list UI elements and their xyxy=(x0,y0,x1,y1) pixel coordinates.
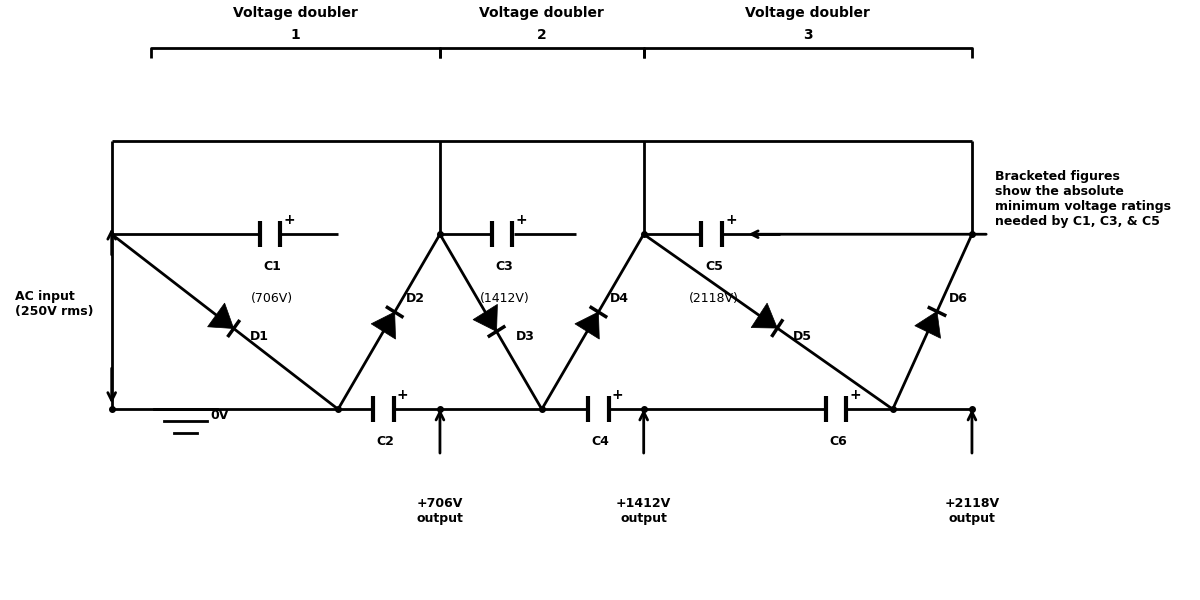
Text: D1: D1 xyxy=(250,330,269,343)
Text: D5: D5 xyxy=(793,330,812,343)
Text: +1412V
output: +1412V output xyxy=(616,497,671,525)
Polygon shape xyxy=(575,312,599,339)
Text: AC input
(250V rms): AC input (250V rms) xyxy=(16,290,94,318)
Polygon shape xyxy=(208,303,234,329)
Text: C1: C1 xyxy=(264,260,281,273)
Text: +: + xyxy=(397,388,408,401)
Text: C6: C6 xyxy=(829,435,847,448)
Polygon shape xyxy=(914,311,941,338)
Text: D4: D4 xyxy=(610,292,629,305)
Text: +: + xyxy=(725,212,737,227)
Text: 3: 3 xyxy=(803,28,812,42)
Text: 1: 1 xyxy=(290,28,300,42)
Text: Bracketed figures
show the absolute
minimum voltage ratings
needed by C1, C3, & : Bracketed figures show the absolute mini… xyxy=(995,170,1170,228)
Text: +: + xyxy=(850,388,862,401)
Text: C4: C4 xyxy=(592,435,610,448)
Text: 2: 2 xyxy=(536,28,547,42)
Text: Voltage doubler: Voltage doubler xyxy=(479,5,605,20)
Text: (706V): (706V) xyxy=(251,292,294,305)
Text: C3: C3 xyxy=(496,260,514,273)
Text: +: + xyxy=(283,212,295,227)
Text: (1412V): (1412V) xyxy=(480,292,529,305)
Polygon shape xyxy=(473,304,498,331)
Text: D3: D3 xyxy=(516,330,535,343)
Polygon shape xyxy=(371,312,396,339)
Text: Voltage doubler: Voltage doubler xyxy=(745,5,870,20)
Text: C5: C5 xyxy=(704,260,722,273)
Text: +: + xyxy=(516,212,527,227)
Text: +2118V
output: +2118V output xyxy=(944,497,1000,525)
Text: 0V: 0V xyxy=(210,409,228,422)
Text: Voltage doubler: Voltage doubler xyxy=(233,5,358,20)
Text: +706V
output: +706V output xyxy=(416,497,463,525)
Text: D2: D2 xyxy=(406,292,425,305)
Text: +: + xyxy=(612,388,624,401)
Text: D6: D6 xyxy=(949,292,968,305)
Polygon shape xyxy=(751,303,778,328)
Text: (2118V): (2118V) xyxy=(689,292,739,305)
Text: C2: C2 xyxy=(377,435,395,448)
